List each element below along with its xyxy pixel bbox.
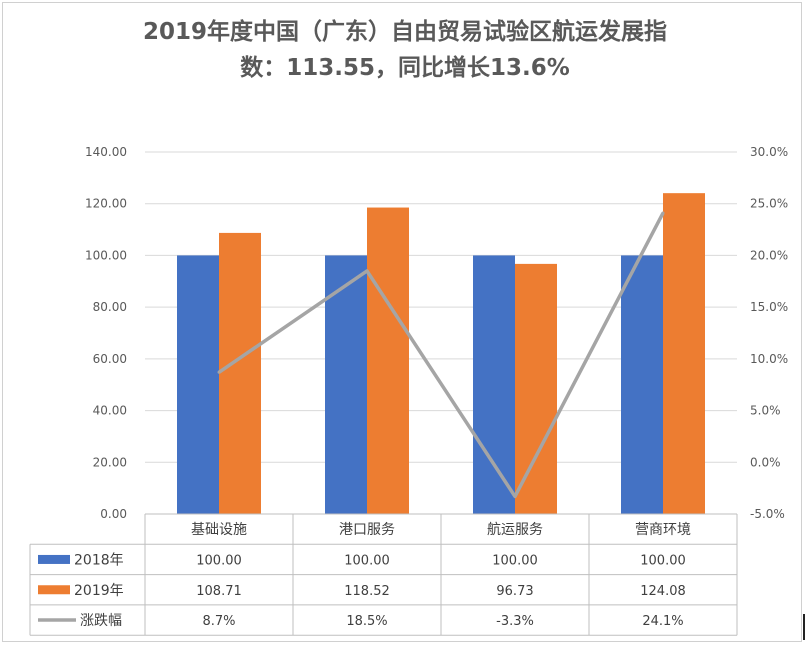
line-series	[217, 211, 665, 499]
bar-2018	[325, 255, 367, 514]
change-rate-line	[218, 212, 665, 499]
bar-2019	[515, 263, 557, 514]
legend-label: 2018年	[74, 552, 124, 568]
table-cell-value: 100.00	[344, 553, 390, 568]
category-label: 航运服务	[487, 522, 543, 538]
category-label: 营商环境	[635, 522, 691, 538]
table-cell-value: 100.00	[492, 553, 538, 568]
left-axis-tick-label: 140.00	[85, 145, 127, 159]
table-cell-value: 108.71	[196, 584, 242, 599]
right-axis-tick-label: 30.0%	[750, 145, 788, 159]
legend-label: 涨跌幅	[80, 613, 122, 629]
right-y-axis: -5.0% 0.0% 5.0% 10.0% 15.0% 20.0% 25.0% 30.0%	[750, 145, 788, 521]
chart-title-line-2: 数：113.55，同比增长13.6%	[240, 55, 570, 81]
bar-2019	[663, 193, 705, 515]
data-table: 基础设施 港口服务 航运服务 营商环境 2018年 100.00 100.00 100.00 1…	[29, 513, 738, 636]
legend-key-2019年	[38, 585, 70, 595]
left-axis-tick-label: 80.00	[93, 300, 127, 314]
bar-2018	[473, 255, 515, 514]
right-axis-tick-label: 15.0%	[750, 300, 788, 314]
category-label: 港口服务	[339, 522, 395, 538]
left-axis-tick-label: 40.00	[93, 404, 127, 418]
right-axis-tick-label: 20.0%	[750, 248, 788, 262]
change-rate-point	[217, 370, 221, 374]
left-axis-tick-label: 100.00	[85, 248, 127, 262]
right-axis-tick-label: 10.0%	[750, 352, 788, 366]
legend-key-2018年	[38, 554, 70, 564]
bar-2019	[367, 207, 409, 514]
table-cell-value: 100.00	[196, 553, 242, 568]
table-cell-value: 96.73	[496, 584, 533, 599]
right-axis-tick-label: 0.0%	[750, 455, 781, 469]
left-axis-tick-label: 0.00	[100, 507, 127, 521]
table-cell-value: 100.00	[640, 553, 686, 568]
right-axis-tick-label: 5.0%	[750, 404, 781, 418]
right-axis-tick-label: 25.0%	[750, 197, 788, 211]
left-axis-tick-label: 120.00	[85, 197, 127, 211]
left-axis-tick-label: 20.00	[93, 455, 127, 469]
left-axis-tick-label: 60.00	[93, 352, 127, 366]
text-cursor	[803, 614, 805, 640]
table-cell-value: 18.5%	[346, 614, 387, 629]
category-label: 基础设施	[191, 521, 247, 538]
right-axis-tick-label: -5.0%	[750, 507, 785, 521]
bar-series	[177, 193, 705, 515]
bar-2018	[621, 255, 663, 514]
table-cell-value: 118.52	[344, 584, 390, 599]
table-cell-value: 124.08	[640, 584, 686, 599]
bar-2019	[219, 232, 261, 515]
table-cell-value: -3.3%	[496, 614, 534, 629]
left-y-axis: 0.00 20.00 40.00 60.00 80.00 100.00 120.00 140.…	[85, 145, 127, 521]
change-rate-point	[661, 211, 665, 215]
chart-title-line-1: 2019年度中国（广东）自由贸易试验区航运发展指	[142, 19, 667, 45]
change-rate-point	[365, 269, 369, 273]
table-cell-value: 8.7%	[202, 614, 235, 629]
bar-2018	[177, 255, 219, 514]
change-rate-point	[513, 494, 517, 498]
legend-label: 2019年	[74, 583, 124, 599]
chart-title: 2019年度中国（广东）自由贸易试验区航运发展指 数：113.55，同比增长13…	[0, 14, 810, 86]
table-cell-value: 24.1%	[642, 614, 683, 629]
